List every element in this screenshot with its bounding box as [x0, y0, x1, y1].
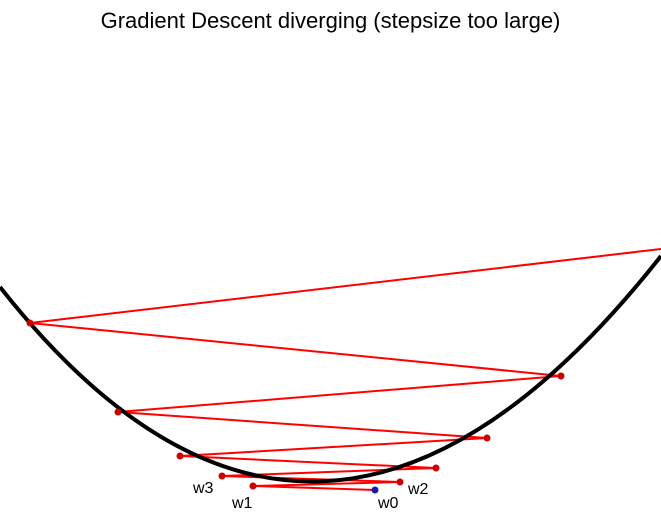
iterate-points: [26, 319, 565, 494]
start-point-w0: [371, 486, 379, 494]
diagram-title: Gradient Descent diverging (stepsize too…: [100, 8, 561, 33]
iterate-point-w3: [218, 472, 226, 480]
loss-curve: [0, 254, 661, 484]
iterate-point: [432, 464, 440, 472]
label-w2: w2: [407, 481, 429, 498]
label-w0: w0: [377, 495, 399, 512]
iterate-point: [26, 319, 34, 327]
iterate-point: [176, 452, 184, 460]
iterate-point-w1: [249, 482, 257, 490]
iterate-point-w2: [396, 478, 404, 486]
iterate-point: [483, 434, 491, 442]
iterate-point: [557, 372, 565, 380]
label-w3: w3: [192, 480, 214, 497]
iterate-point: [114, 408, 122, 416]
label-w1: w1: [231, 495, 253, 512]
descent-path: [29, 248, 661, 491]
